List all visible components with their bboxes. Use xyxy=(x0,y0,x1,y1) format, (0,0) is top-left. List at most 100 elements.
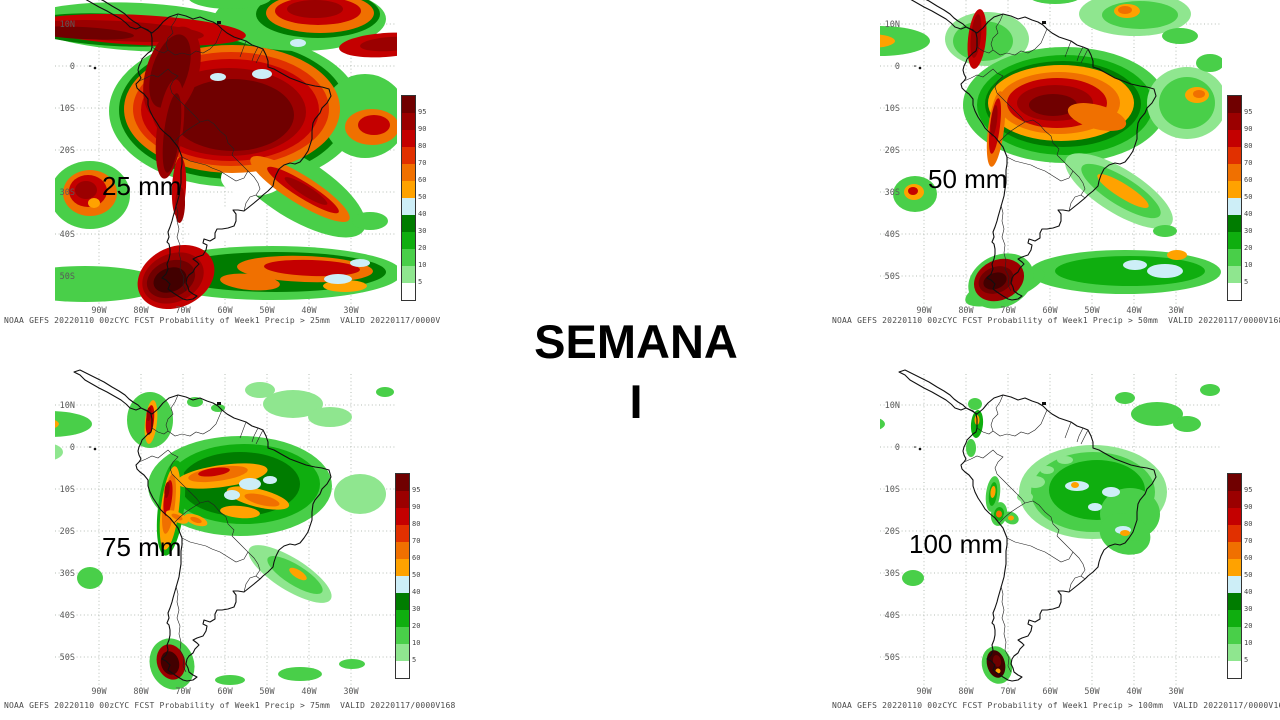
lat-tick-label: 10S xyxy=(60,485,75,495)
colorbar-tick-label: 10 xyxy=(418,260,427,269)
lon-tick-label: 60W xyxy=(1042,306,1058,316)
colorbar-tick-label: 30 xyxy=(1244,226,1253,235)
coastline xyxy=(910,0,1157,301)
map-caption: NOAA GEFS 20220110 00zCYC FCST Probabili… xyxy=(832,316,1280,325)
colorbar-segment xyxy=(402,147,415,164)
map-caption: NOAA GEFS 20220110 00zCYC FCST Probabili… xyxy=(832,701,1280,710)
map-caption: NOAA GEFS 20220110 00zCYC FCST Probabili… xyxy=(4,701,456,710)
axis-labels: 10N 0 10S 20S 30S 40S 50S 90W 80W 70W 60W 50W 40W 30W xyxy=(60,20,360,316)
colorbar-segment xyxy=(1228,593,1241,610)
lat-tick-label: 0 xyxy=(895,443,900,453)
lon-tick-label: 30W xyxy=(343,687,359,697)
colorbar-segment xyxy=(1228,113,1241,130)
colorbar-segment xyxy=(1228,525,1241,542)
lat-tick-label: 10S xyxy=(60,104,75,114)
country-borders xyxy=(138,394,264,673)
lon-tick-label: 90W xyxy=(91,306,107,316)
colorbar-tick-label: 5 xyxy=(418,277,423,286)
colorbar-scale xyxy=(1227,473,1242,679)
week-title-line1: SEMANA xyxy=(534,315,738,368)
map-caption: NOAA GEFS 20220110 00zCYC FCST Probabili… xyxy=(4,316,440,325)
lat-tick-label: 10S xyxy=(885,104,900,114)
lon-tick-label: 80W xyxy=(958,687,974,697)
precip-shading xyxy=(880,0,1222,309)
colorbar-segment xyxy=(396,576,409,593)
axis-labels: 10N 0 10S 20S 30S 40S 50S 90W 80W 70W 60W 50W 40W 30W xyxy=(60,401,360,697)
lat-tick-label: 50S xyxy=(60,653,75,663)
colorbar-tick-label: 20 xyxy=(412,621,421,630)
colorbar-segment xyxy=(1228,283,1241,300)
lat-tick-label: 10S xyxy=(885,485,900,495)
colorbar-segment xyxy=(1228,559,1241,576)
colorbar-tick-label: 10 xyxy=(1244,260,1253,269)
colorbar-segment xyxy=(1228,491,1241,508)
lon-tick-label: 40W xyxy=(1126,306,1142,316)
colorbar-tick-label: 5 xyxy=(1244,655,1249,664)
lat-tick-label: 0 xyxy=(70,62,75,72)
lat-tick-label: 20S xyxy=(885,527,900,537)
precip-map-panel-100mm: 10N 0 10S 20S 30S 40S 50S 90W 80W 70W 60W 50W 40W 30W… xyxy=(825,362,1280,720)
lon-tick-label: 90W xyxy=(91,687,107,697)
map-canvas-75mm: 10N 0 10S 20S 30S 40S 50S 90W 80W 70W 60W 50W 40W 30W xyxy=(55,369,397,697)
colorbar-segment xyxy=(396,525,409,542)
precip-shading xyxy=(55,0,397,310)
lon-tick-label: 70W xyxy=(175,687,191,697)
threshold-label: 100 mm xyxy=(909,529,1003,559)
week-title-line2: I xyxy=(629,375,643,428)
colorbar-segment xyxy=(396,644,409,661)
colorbar-segment xyxy=(1228,542,1241,559)
lat-tick-label: 20S xyxy=(60,527,75,537)
lat-tick-label: 50S xyxy=(885,653,900,663)
lat-tick-label: 10N xyxy=(60,401,75,411)
colorbar-tick-label: 30 xyxy=(1244,604,1253,613)
colorbar-segment xyxy=(1228,96,1241,113)
precip-map-panel-75mm: 10N 0 10S 20S 30S 40S 50S 90W 80W 70W 60W 50W 40W 30W… xyxy=(0,362,460,720)
lon-tick-label: 50W xyxy=(259,687,275,697)
colorbar-segment xyxy=(1228,508,1241,525)
colorbar-segment xyxy=(1228,661,1241,678)
precip-shading xyxy=(55,382,394,690)
colorbar-tick-label: 90 xyxy=(418,124,427,133)
probability-colorbar: 95 90 80 70 60 50 40 30 20 10 5 xyxy=(1227,95,1267,307)
colorbar-segment xyxy=(402,96,415,113)
colorbar-segment xyxy=(402,164,415,181)
lat-tick-label: 20S xyxy=(60,146,75,156)
country-borders xyxy=(138,13,264,292)
colorbar-scale xyxy=(1227,95,1242,301)
colorbar-segment xyxy=(1228,627,1241,644)
lon-tick-label: 30W xyxy=(1168,687,1184,697)
lon-tick-label: 50W xyxy=(1084,687,1100,697)
lon-tick-label: 50W xyxy=(1084,306,1100,316)
colorbar-tick-label: 30 xyxy=(418,226,427,235)
lon-tick-label: 80W xyxy=(133,687,149,697)
colorbar-tick-label: 70 xyxy=(1244,536,1253,545)
colorbar-tick-label: 70 xyxy=(412,536,421,545)
colorbar-tick-label: 10 xyxy=(1244,638,1253,647)
lon-tick-label: 70W xyxy=(175,306,191,316)
lon-tick-label: 30W xyxy=(1168,306,1184,316)
colorbar-segment xyxy=(402,198,415,215)
threshold-label: 25 mm xyxy=(102,171,182,201)
colorbar-segment xyxy=(1228,232,1241,249)
colorbar-tick-label: 30 xyxy=(412,604,421,613)
lon-tick-label: 50W xyxy=(259,306,275,316)
colorbar-tick-label: 40 xyxy=(412,587,421,596)
colorbar-segment xyxy=(1228,164,1241,181)
colorbar-segment xyxy=(1228,266,1241,283)
lon-tick-label: 40W xyxy=(1126,687,1142,697)
colorbar-tick-label: 70 xyxy=(418,158,427,167)
colorbar-tick-label: 95 xyxy=(1244,107,1253,116)
precip-shading xyxy=(880,384,1220,684)
lon-tick-label: 60W xyxy=(1042,687,1058,697)
country-borders xyxy=(963,13,1089,292)
colorbar-tick-label: 50 xyxy=(412,570,421,579)
colorbar-segment xyxy=(402,215,415,232)
lon-tick-label: 80W xyxy=(958,306,974,316)
lat-tick-label: 40S xyxy=(60,230,75,240)
colorbar-tick-label: 95 xyxy=(412,485,421,494)
lat-tick-label: 0 xyxy=(70,443,75,453)
colorbar-segment xyxy=(402,130,415,147)
colorbar-segment xyxy=(396,491,409,508)
map-canvas-100mm: 10N 0 10S 20S 30S 40S 50S 90W 80W 70W 60W 50W 40W 30W xyxy=(880,369,1222,697)
colorbar-tick-label: 60 xyxy=(418,175,427,184)
